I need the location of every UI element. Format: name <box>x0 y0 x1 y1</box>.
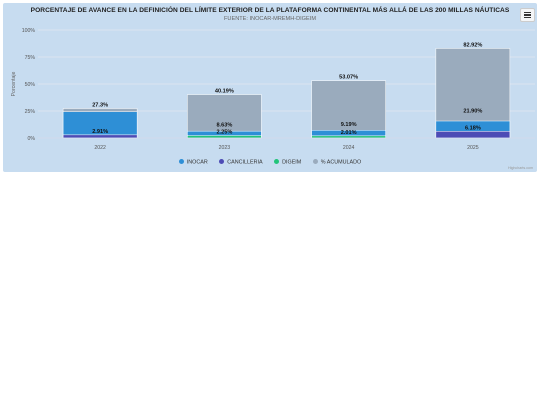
y-tick-label: 0% <box>28 136 36 142</box>
x-tick-label: 2024 <box>343 145 355 151</box>
hamburger-menu-icon <box>524 12 531 14</box>
y-tick-label: 100% <box>22 28 36 34</box>
legend-marker-icon <box>178 159 184 164</box>
chart-subtitle: FUENTE: INOCAR-MREMH-DIGEIM <box>224 16 316 22</box>
chart-menu-button[interactable] <box>520 8 535 22</box>
plot-area: 0% 25% 50% 75% 100% Porcentaje 2022 2023 2024 202… <box>11 28 535 151</box>
y-tick-label: 50% <box>25 82 36 88</box>
data-label: 82.92% <box>463 42 482 48</box>
legend-item-digeim[interactable]: DIGEIM <box>274 159 301 166</box>
legend-item-inocar[interactable]: INOCAR <box>178 159 208 166</box>
x-tick-label: 2022 <box>94 145 106 151</box>
bar-cancilleria[interactable] <box>435 131 511 139</box>
data-label: 6.18% <box>465 125 481 131</box>
x-tick-label: 2023 <box>219 145 231 151</box>
legend-label: INOCAR <box>186 159 208 166</box>
bar-acumulado[interactable] <box>187 94 262 139</box>
legend: INOCAR CANCILLERIA DIGEIM % ACUMULADO <box>3 159 537 166</box>
credits-link[interactable]: Highcharts.com <box>508 166 533 170</box>
bar-inocar[interactable] <box>62 111 138 139</box>
data-label: 2.91% <box>92 129 108 135</box>
legend-marker-icon <box>312 159 318 164</box>
data-label: 9.19% <box>341 122 357 128</box>
legend-label: DIGEIM <box>282 159 302 166</box>
x-tick-label: 2025 <box>467 145 479 151</box>
legend-marker-icon <box>274 159 280 164</box>
data-label: 8.63% <box>216 123 232 129</box>
legend-marker-icon <box>219 159 225 164</box>
chart-container: PORCENTAJE DE AVANCE EN LA DEFINICIÓN DE… <box>3 3 537 172</box>
data-label: 21.90% <box>463 108 482 114</box>
bar-cancilleria[interactable] <box>62 134 138 139</box>
y-axis-title: Porcentaje <box>11 71 17 96</box>
legend-item-acumulado[interactable]: % ACUMULADO <box>312 159 362 166</box>
y-tick-label: 75% <box>25 55 36 61</box>
bar-acumulado[interactable] <box>311 80 386 139</box>
chart-title: PORCENTAJE DE AVANCE EN LA DEFINICIÓN DE… <box>30 7 510 14</box>
hamburger-menu-icon-bar <box>524 16 531 18</box>
y-tick-label: 25% <box>25 109 36 115</box>
legend-item-cancilleria[interactable]: CANCILLERIA <box>219 159 263 166</box>
legend-label: CANCILLERIA <box>227 159 263 166</box>
data-label: 2.25% <box>216 130 232 136</box>
hamburger-menu-icon-bar <box>524 14 531 16</box>
data-label: 2.01% <box>341 130 357 136</box>
data-label: 27.3% <box>92 103 108 109</box>
data-label: 53.07% <box>339 75 358 81</box>
legend-label: % ACUMULADO <box>320 159 362 166</box>
data-label: 40.19% <box>215 89 234 95</box>
